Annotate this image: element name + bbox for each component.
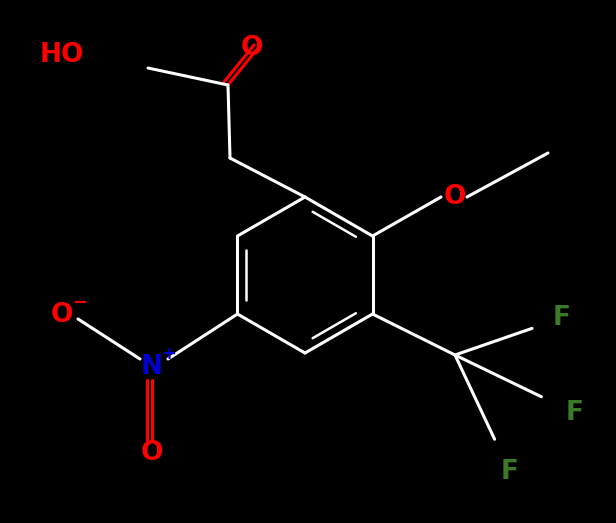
Text: +: + [161,345,177,363]
Text: O: O [51,302,73,328]
Text: F: F [501,459,519,485]
Text: −: − [73,294,87,312]
Text: HO: HO [40,42,84,68]
Text: O: O [444,184,466,210]
Text: O: O [140,440,163,466]
Text: F: F [553,305,571,331]
Text: O: O [241,35,263,61]
Text: N: N [141,354,163,380]
Text: F: F [566,400,584,426]
